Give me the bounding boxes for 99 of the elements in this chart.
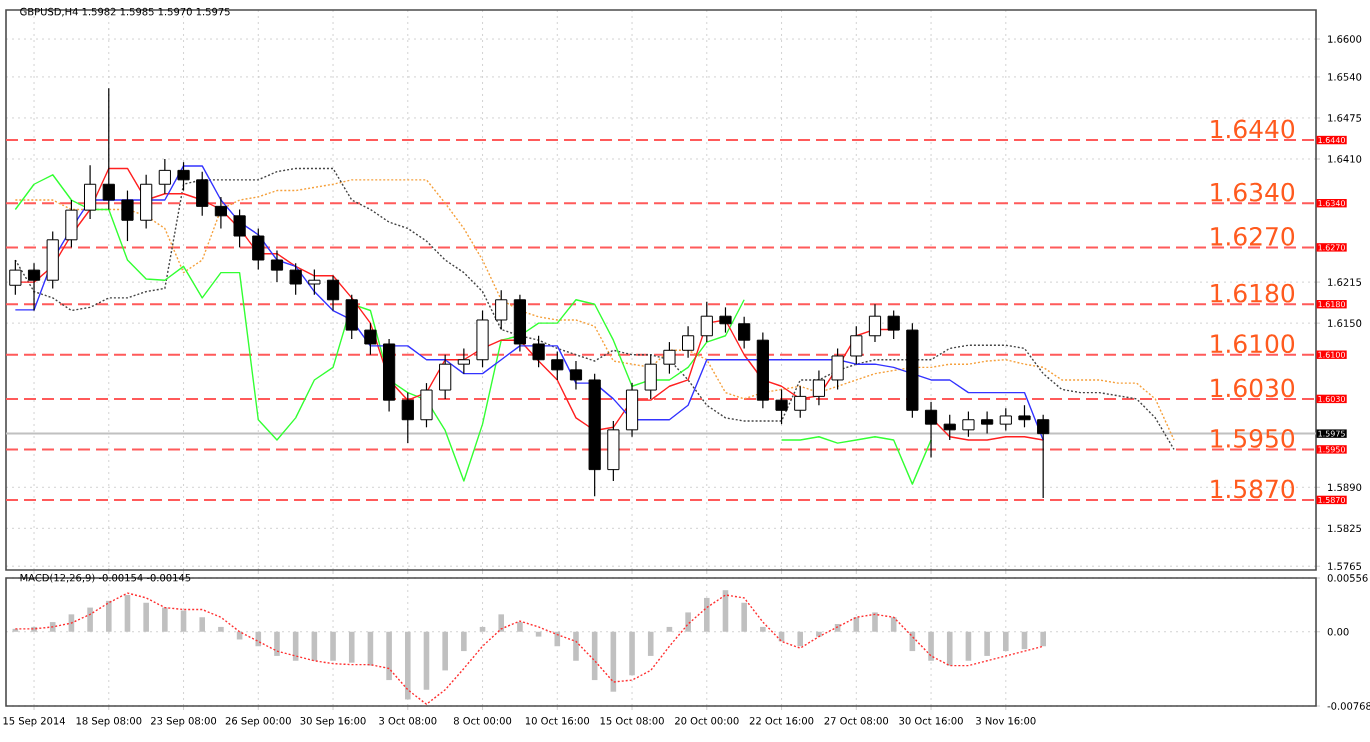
ref-line-label: 1.6270 xyxy=(1211,226,1295,246)
bar xyxy=(666,626,673,632)
bar xyxy=(162,607,168,632)
candlestick xyxy=(102,87,115,211)
candlestick xyxy=(887,309,900,340)
candlestick xyxy=(457,347,470,375)
bar xyxy=(1040,631,1046,647)
bar xyxy=(685,612,691,632)
bar xyxy=(87,607,93,632)
candlestick xyxy=(868,303,882,343)
candlestick xyxy=(9,259,22,296)
bar xyxy=(442,631,448,671)
ref-line-label: 1.6180 xyxy=(1211,283,1295,303)
candlestick xyxy=(214,196,228,230)
candlestick xyxy=(65,199,78,248)
bar xyxy=(984,631,990,656)
bar xyxy=(797,631,804,647)
bar xyxy=(49,622,56,632)
candlestick xyxy=(532,335,545,368)
candlestick xyxy=(1037,414,1050,499)
ref-line-label: 1.6440 xyxy=(1211,119,1295,139)
ref-line-label: 1.6030 xyxy=(1211,378,1295,398)
bar xyxy=(255,631,262,647)
bar xyxy=(461,631,467,652)
bar xyxy=(928,631,934,661)
candlestick xyxy=(812,369,826,406)
candlestick xyxy=(420,382,433,428)
candlestick xyxy=(83,164,97,220)
bar xyxy=(498,614,505,632)
ref-line-label: 1.6340 xyxy=(1211,182,1295,202)
bar xyxy=(890,617,897,632)
candlestick xyxy=(569,360,583,391)
candlestick xyxy=(364,322,377,356)
candlestick xyxy=(1018,404,1031,428)
candlestick xyxy=(644,354,657,400)
candlestick xyxy=(439,354,452,400)
candlestick xyxy=(682,325,695,359)
candlestick xyxy=(981,410,994,435)
candlestick xyxy=(943,414,956,441)
candlestick xyxy=(233,208,246,248)
bar xyxy=(386,631,392,681)
candlestick xyxy=(962,410,975,438)
candlestick xyxy=(27,262,41,312)
candlestick xyxy=(177,161,190,192)
bar xyxy=(218,626,224,632)
candlestick xyxy=(289,262,302,296)
candlestick xyxy=(401,391,414,444)
candlestick xyxy=(738,316,751,349)
candlestick xyxy=(850,325,863,365)
candlestick xyxy=(625,382,639,438)
candlestick xyxy=(326,275,340,312)
bar xyxy=(741,602,747,632)
bar xyxy=(404,631,411,700)
bar xyxy=(872,612,878,632)
candlestick xyxy=(924,401,938,459)
bar xyxy=(853,617,860,632)
candlestick xyxy=(513,294,527,353)
candlestick xyxy=(476,309,489,368)
candlestick xyxy=(46,231,59,290)
bar xyxy=(348,631,355,663)
bar xyxy=(760,626,766,632)
bar xyxy=(180,610,187,632)
ref-line-label: 1.5950 xyxy=(1211,428,1295,448)
bar xyxy=(554,631,561,647)
candlestick xyxy=(140,174,153,230)
bar xyxy=(330,631,336,661)
ref-line-label: 1.6100 xyxy=(1211,334,1295,354)
bar xyxy=(143,602,149,632)
bar xyxy=(535,631,542,637)
bar xyxy=(105,600,112,632)
bar xyxy=(199,617,206,632)
bar xyxy=(703,597,710,632)
candlestick xyxy=(775,388,788,425)
candlestick xyxy=(831,347,844,391)
ref-line-label: 1.5870 xyxy=(1211,479,1295,499)
bar xyxy=(124,595,131,632)
candlestick xyxy=(794,385,807,419)
bar xyxy=(274,631,280,656)
candlestick xyxy=(719,306,732,334)
candlestick xyxy=(607,420,620,482)
bar xyxy=(517,622,523,632)
candlestick xyxy=(495,289,508,331)
candlestick xyxy=(700,301,713,343)
candlestick xyxy=(345,294,358,340)
candlestick xyxy=(551,350,564,381)
candlestick xyxy=(196,171,209,217)
candlestick xyxy=(158,158,171,195)
candlestick xyxy=(270,249,284,283)
bar xyxy=(573,631,579,661)
bar xyxy=(647,631,654,656)
candlestick xyxy=(121,189,134,242)
candlestick xyxy=(999,407,1012,432)
bar xyxy=(629,631,635,676)
candlestick xyxy=(308,268,321,296)
candlestick xyxy=(252,227,265,271)
bar xyxy=(816,631,822,637)
bar xyxy=(946,631,953,666)
bar xyxy=(479,626,486,632)
candlestick xyxy=(663,341,676,375)
